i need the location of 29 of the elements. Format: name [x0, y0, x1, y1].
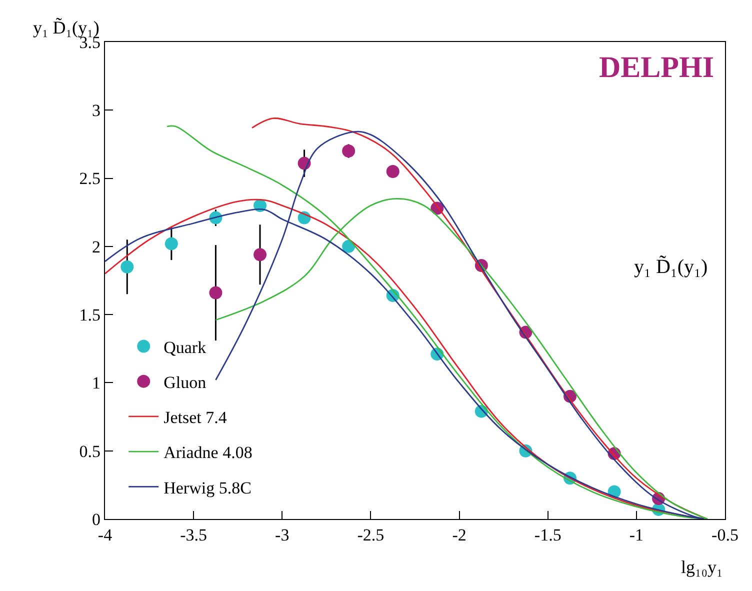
x-tick-label: -1.5 [534, 526, 562, 544]
y-tick-label: 0.5 [79, 442, 100, 461]
x-tick-label: -2 [452, 526, 466, 544]
legend-label: Gluon [164, 372, 207, 392]
y-tick-label: 2.5 [79, 169, 100, 188]
x-axis-title: lg₁₀y₁ [681, 557, 723, 577]
y-tick-label: 2 [92, 237, 100, 256]
y-tick-label: 3 [92, 101, 100, 120]
point [386, 164, 400, 178]
x-tick-label: -2.5 [357, 526, 384, 544]
point [254, 248, 266, 262]
y-tick-label: 1 [92, 374, 100, 393]
x-tick-label: -3 [275, 526, 290, 544]
legend-label: Ariadne 4.08 [164, 443, 252, 462]
annotation: DELPHI [599, 51, 714, 84]
point [120, 260, 134, 274]
point [342, 144, 356, 158]
legend-label: Jetset 7.4 [164, 408, 228, 428]
legend-label: Herwig 5.8C [164, 478, 252, 498]
x-tick-label: -3.5 [180, 526, 208, 544]
x-tick-label: -1 [629, 526, 644, 544]
legend-label: Quark [164, 338, 207, 357]
point [164, 237, 178, 250]
y-tick-label: 1.5 [79, 306, 100, 325]
x-tick-label: -0.5 [712, 526, 738, 544]
x-tick-label: -4 [98, 526, 113, 544]
point [209, 286, 222, 300]
annotation: y₁ D̃₁(y₁) [634, 255, 708, 278]
y-tick-label: 0 [92, 510, 100, 529]
